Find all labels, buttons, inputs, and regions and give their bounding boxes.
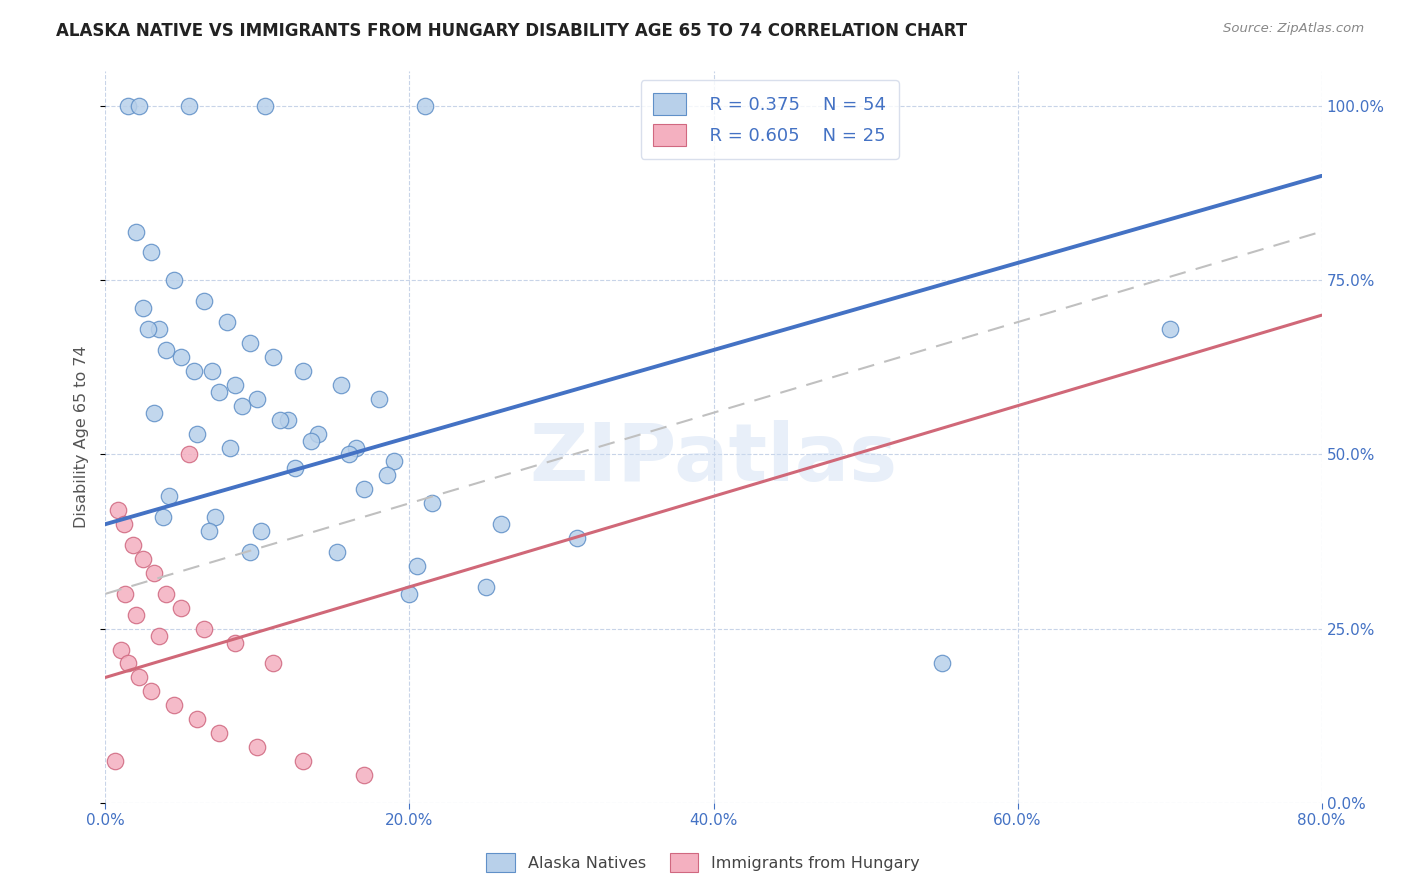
Point (262, 657, 284, 671)
Point (148, 322, 170, 336)
Point (177, 448, 200, 462)
Point (353, 483, 375, 497)
Point (420, 496, 443, 510)
Point (201, 364, 224, 378)
Text: ALASKA NATIVE VS IMMIGRANTS FROM HUNGARY DISABILITY AGE 65 TO 74 CORRELATION CHA: ALASKA NATIVE VS IMMIGRANTS FROM HUNGARY… (56, 22, 967, 40)
Point (231, 399, 253, 413)
Point (246, 740, 269, 755)
Point (368, 392, 391, 406)
Point (155, 587, 177, 601)
Point (193, 294, 215, 309)
Point (193, 622, 215, 636)
Point (565, 531, 588, 545)
Point (103, 754, 125, 768)
Point (375, 468, 398, 483)
Point (353, 768, 375, 782)
Point (177, 99, 200, 113)
Point (239, 545, 262, 559)
Point (128, 670, 150, 684)
Point (413, 99, 436, 113)
Point (139, 245, 162, 260)
Point (474, 580, 496, 594)
Point (152, 510, 174, 524)
Point (246, 392, 269, 406)
Point (170, 600, 193, 615)
Point (217, 315, 239, 329)
Point (224, 377, 246, 392)
Point (117, 657, 139, 671)
Point (163, 273, 186, 287)
Point (382, 454, 405, 468)
Point (114, 587, 136, 601)
Point (186, 712, 208, 726)
Point (489, 517, 512, 532)
Point (139, 684, 162, 698)
Point (143, 406, 166, 420)
Point (136, 322, 159, 336)
Y-axis label: Disability Age 65 to 74: Disability Age 65 to 74 (75, 346, 90, 528)
Point (208, 384, 231, 399)
Point (186, 426, 208, 441)
Point (208, 726, 231, 740)
Point (931, 657, 953, 671)
Point (337, 448, 360, 462)
Point (163, 698, 186, 713)
Legend: Alaska Natives, Immigrants from Hungary: Alaska Natives, Immigrants from Hungary (478, 845, 928, 880)
Point (117, 99, 139, 113)
Point (284, 461, 307, 475)
Point (1159, 322, 1181, 336)
Legend:   R = 0.375    N = 54,   R = 0.605    N = 25: R = 0.375 N = 54, R = 0.605 N = 25 (641, 80, 898, 159)
Point (157, 489, 180, 503)
Point (254, 99, 277, 113)
Point (132, 552, 155, 566)
Point (204, 510, 226, 524)
Point (128, 99, 150, 113)
Point (262, 350, 284, 364)
Point (292, 364, 315, 378)
Point (406, 558, 429, 573)
Point (292, 754, 315, 768)
Point (143, 566, 166, 580)
Point (325, 545, 347, 559)
Point (112, 517, 135, 532)
Point (307, 426, 329, 441)
Point (148, 629, 170, 643)
Point (125, 607, 148, 622)
Point (110, 642, 132, 657)
Point (249, 524, 271, 538)
Point (277, 412, 299, 426)
Point (219, 441, 242, 455)
Point (170, 350, 193, 364)
Point (398, 587, 420, 601)
Point (299, 434, 322, 448)
Point (121, 538, 143, 552)
Point (224, 635, 246, 649)
Point (198, 524, 221, 538)
Text: ZIPatlas: ZIPatlas (530, 420, 897, 498)
Point (132, 301, 155, 316)
Point (107, 503, 129, 517)
Point (183, 364, 205, 378)
Point (344, 441, 367, 455)
Point (239, 336, 262, 351)
Point (330, 377, 353, 392)
Point (269, 412, 291, 426)
Text: Source: ZipAtlas.com: Source: ZipAtlas.com (1223, 22, 1364, 36)
Point (155, 343, 177, 357)
Point (125, 225, 148, 239)
